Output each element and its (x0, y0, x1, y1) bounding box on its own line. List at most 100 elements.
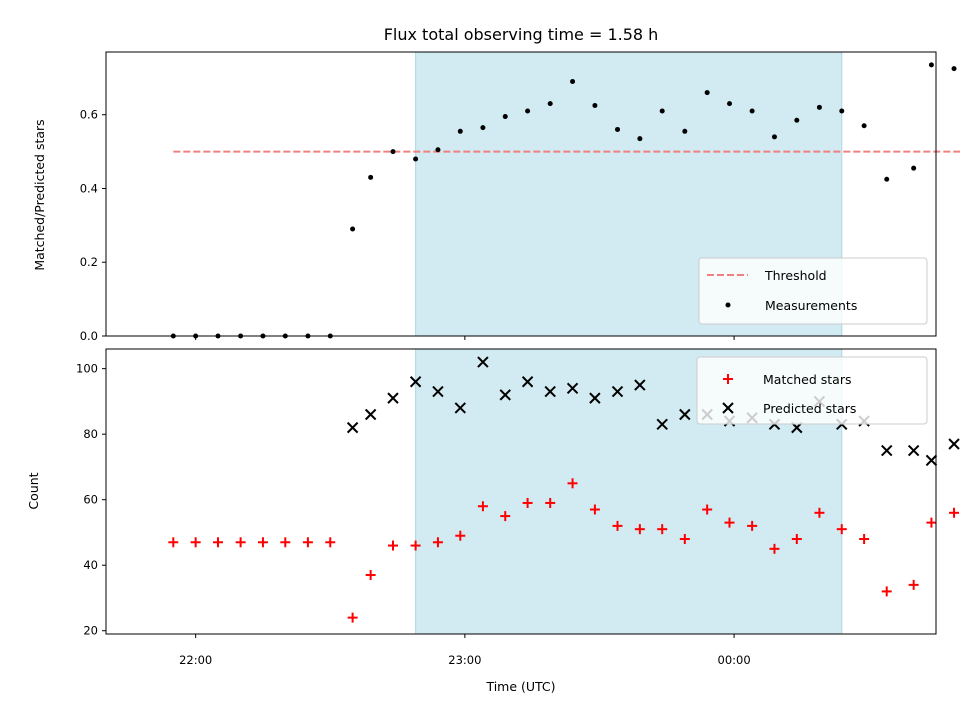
matched-star-point (612, 520, 623, 531)
matched-star-point (657, 524, 668, 535)
top-chart-title: Flux total observing time = 1.58 h (384, 25, 659, 44)
predicted-star-point (544, 385, 556, 398)
bottom-x-tick-label-0: 22:00 (179, 653, 212, 667)
predicted-star-point (656, 418, 668, 431)
measurement-point (390, 149, 396, 155)
matched-star-point (859, 534, 870, 544)
measurement-point (794, 117, 800, 123)
top-axes-frame (105, 51, 937, 337)
matched-star-point (432, 537, 443, 548)
matched-star-point (365, 570, 376, 581)
predicted-star-point (611, 385, 624, 398)
bottom-y-ticks: 20 40 60 80 100 (76, 362, 106, 638)
top-y-tick-label-1: 0.2 (80, 255, 98, 269)
matched-star-point (908, 579, 919, 590)
predicted-star-point (499, 389, 511, 401)
measurement-point (911, 165, 917, 171)
measurement-point (884, 176, 890, 182)
bottom-x-tick-label-1: 23:00 (448, 653, 481, 667)
measurement-point (861, 123, 867, 129)
predicted-star-point (566, 382, 579, 395)
predicted-star-point (948, 438, 960, 450)
top-y-tick-label-0: 0.0 (80, 329, 98, 343)
bottom-legend-box (696, 356, 928, 425)
predicted-star-point (907, 444, 920, 457)
predicted-star-point (679, 408, 691, 421)
measurement-point (547, 101, 553, 107)
bottom-x-tick-label-2: 00:00 (718, 653, 751, 667)
matched-star-point (477, 501, 488, 512)
top-y-tick-label-3: 0.6 (80, 108, 98, 122)
top-x-ticks (195, 336, 735, 340)
matched-star-point (791, 534, 802, 544)
predicted-star-point (589, 392, 601, 404)
measurement-point (368, 174, 374, 180)
bottom-y-tick-label-1: 40 (83, 558, 98, 572)
measurement-point (839, 108, 845, 114)
measurement-points (170, 62, 957, 339)
measurement-point (413, 156, 419, 162)
predicted-star-point (409, 376, 422, 388)
matched-star-point (724, 517, 735, 528)
measurement-point (570, 79, 576, 85)
matched-star-point (881, 586, 892, 597)
measurement-point (951, 66, 957, 72)
legend-threshold-label: Threshold (764, 268, 827, 283)
measurement-point (659, 108, 665, 114)
legend-predicted-label: Predicted stars (763, 401, 856, 416)
legend-matched-swatch (723, 374, 733, 384)
bottom-axes-frame (105, 348, 937, 635)
bottom-y-axis-label: Count (26, 472, 41, 509)
bottom-legend: Matched stars Predicted stars (696, 356, 928, 425)
predicted-star-point (364, 408, 377, 421)
matched-star-point (302, 537, 313, 548)
measurement-point (704, 90, 710, 96)
matched-star-point (949, 507, 960, 518)
measurement-point (480, 125, 486, 131)
predicted-star-point (634, 379, 646, 391)
measurement-point (525, 108, 531, 114)
top-y-ticks: 0.0 0.2 0.4 0.6 (80, 108, 106, 343)
matched-star-point (168, 537, 179, 548)
matched-star-point (212, 537, 223, 548)
legend-matched-marker (723, 374, 733, 384)
legend-matched-label: Matched stars (763, 372, 851, 387)
top-y-axis-label: Matched/Predicted stars (32, 119, 47, 270)
measurement-point (682, 128, 688, 134)
matched-star-point (500, 511, 511, 522)
predicted-star-point (881, 444, 893, 457)
matched-star-point (567, 478, 578, 489)
legend-predicted-marker (722, 402, 734, 414)
measurement-point (502, 114, 508, 120)
matched-star-point (325, 537, 336, 548)
measurement-point (457, 128, 463, 134)
matched-star-point (634, 524, 645, 535)
matched-star-point (455, 530, 466, 541)
matched-star-point (747, 520, 758, 531)
bottom-x-axis-label: Time (UTC) (485, 679, 555, 694)
bottom-y-tick-label-0: 20 (83, 624, 98, 638)
measurement-point (637, 136, 643, 142)
measurement-point (749, 108, 755, 114)
matched-star-point (522, 497, 533, 508)
measurement-point (816, 104, 822, 110)
matched-star-point (387, 540, 398, 551)
predicted-star-point (521, 376, 534, 388)
matched-star-point (814, 507, 825, 518)
measurement-point (350, 226, 356, 232)
matched-star-point (926, 517, 937, 528)
top-y-tick-label-2: 0.4 (80, 181, 98, 195)
top-panel: 0.0 0.2 0.4 0.6 Flux total observing time =… (32, 25, 960, 343)
predicted-star-point (387, 392, 399, 404)
top-legend: Threshold Measurements (698, 257, 928, 325)
matched-star-point (235, 537, 246, 548)
legend-predicted-swatch (722, 402, 734, 414)
predicted-star-point (925, 454, 938, 467)
matched-star-point (190, 537, 201, 548)
matched-star-point (769, 543, 780, 554)
bottom-y-tick-label-4: 100 (76, 362, 98, 376)
measurement-point (592, 102, 598, 108)
measurement-point (727, 101, 733, 107)
